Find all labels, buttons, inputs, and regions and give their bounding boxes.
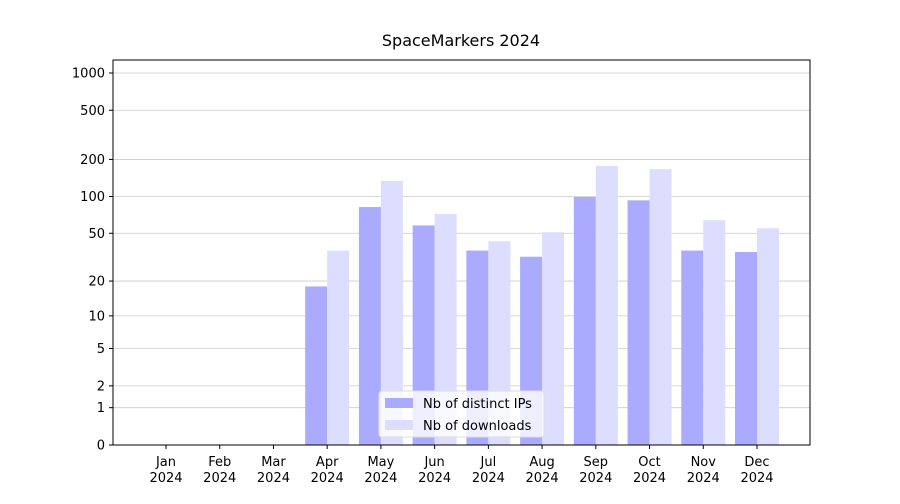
y-tick-label: 1000 bbox=[72, 66, 105, 81]
bar bbox=[681, 250, 704, 445]
bar bbox=[380, 180, 403, 445]
x-tick-label: Mar 2024 bbox=[257, 455, 290, 486]
bar bbox=[542, 232, 565, 445]
x-tick-label: Sep 2024 bbox=[579, 455, 612, 486]
bar bbox=[434, 213, 457, 445]
legend-label: Nb of distinct IPs bbox=[423, 397, 532, 412]
bar bbox=[595, 165, 618, 445]
y-tick-label: 50 bbox=[88, 227, 105, 242]
y-tick-label: 100 bbox=[80, 190, 105, 205]
x-tick-label: Apr 2024 bbox=[311, 455, 344, 486]
legend-swatch bbox=[385, 398, 413, 408]
x-tick-label: Jul 2024 bbox=[472, 455, 505, 486]
legend-swatch bbox=[385, 420, 413, 430]
chart-title: SpaceMarkers 2024 bbox=[382, 31, 540, 50]
bar bbox=[358, 207, 381, 445]
x-tick-label: Dec 2024 bbox=[740, 455, 773, 486]
bar bbox=[649, 169, 672, 445]
bar bbox=[412, 225, 435, 445]
y-tick-label: 500 bbox=[80, 104, 105, 119]
x-tick-label: May 2024 bbox=[364, 455, 397, 486]
bar bbox=[757, 228, 779, 445]
bar bbox=[735, 252, 757, 445]
y-tick-label: 200 bbox=[80, 153, 105, 168]
x-tick-label: Aug 2024 bbox=[526, 455, 559, 486]
bar bbox=[627, 200, 650, 445]
bar bbox=[703, 220, 726, 445]
legend: Nb of distinct IPs Nb of downloads bbox=[378, 390, 545, 438]
y-tick-label: 1 bbox=[97, 401, 105, 416]
legend-label: Nb of downloads bbox=[423, 419, 532, 434]
y-tick-label: 20 bbox=[88, 275, 105, 290]
y-tick-label: 10 bbox=[88, 309, 105, 324]
y-tick-label: 5 bbox=[97, 342, 105, 357]
y-tick-label: 2 bbox=[97, 379, 105, 394]
bar bbox=[573, 197, 596, 445]
bar bbox=[327, 250, 350, 445]
bar bbox=[305, 286, 328, 445]
legend-box bbox=[378, 390, 545, 438]
y-tick-label: 0 bbox=[97, 439, 105, 454]
plot-frame bbox=[112, 59, 811, 446]
x-tick-label: Oct 2024 bbox=[633, 455, 666, 486]
x-tick-label: Nov 2024 bbox=[687, 455, 720, 486]
x-tick-label: Jan 2024 bbox=[149, 455, 182, 486]
x-tick-label: Jun 2024 bbox=[418, 455, 451, 486]
x-tick-label: Feb 2024 bbox=[203, 455, 236, 486]
